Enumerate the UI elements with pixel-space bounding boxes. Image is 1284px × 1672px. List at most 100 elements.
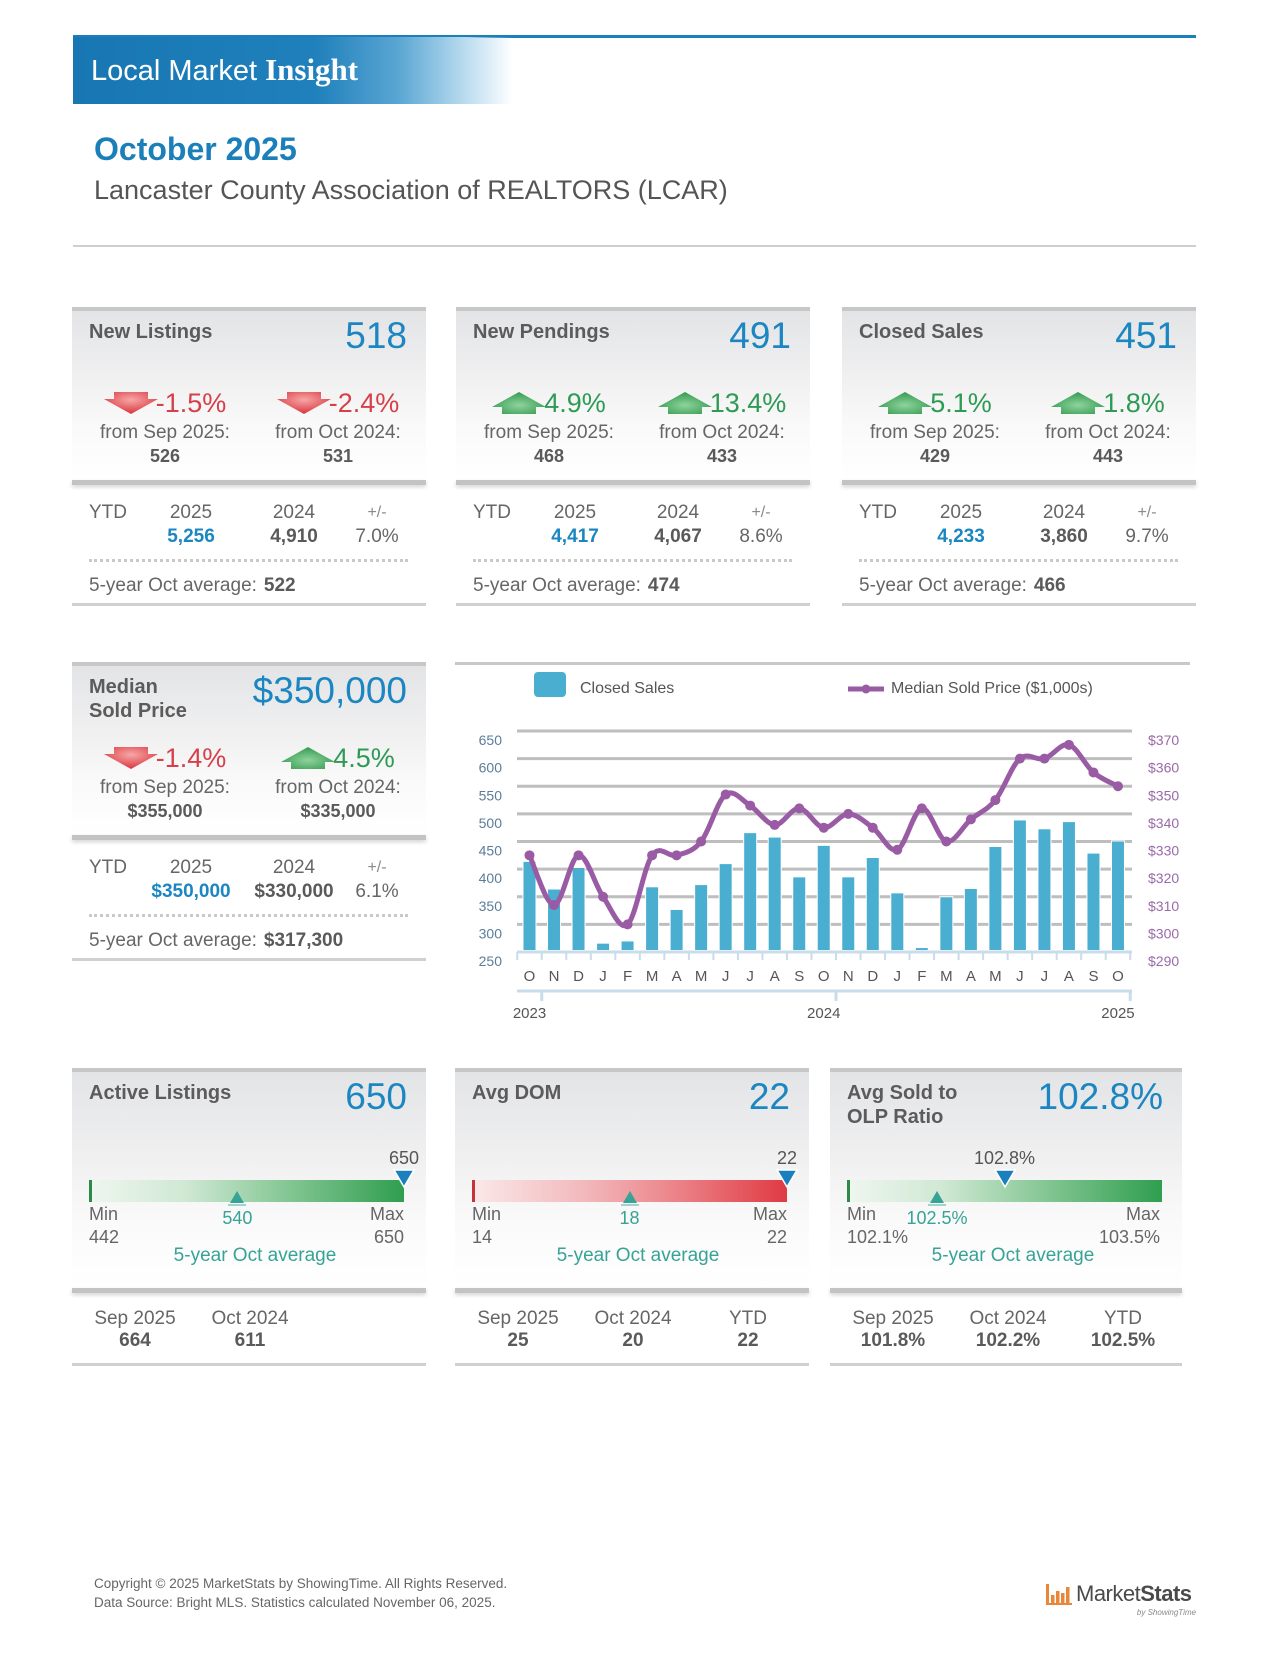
arrow-up-icon (657, 392, 712, 414)
association-name: Lancaster County Association of REALTORS… (94, 175, 728, 205)
card-main-value: 22 (748, 1076, 790, 1117)
change-percent: -2.4% (328, 388, 400, 418)
five-year-average-label: 5-year Oct average: (473, 575, 641, 596)
change-from-prior-year: -2.4% from Oct 2024: 531 (252, 389, 424, 467)
card-separator (456, 480, 810, 485)
gauge-bar (89, 1180, 404, 1202)
five-year-average-label: 5-year Oct average: (89, 930, 257, 951)
history-column: Sep 2025 25 (463, 1308, 573, 1351)
history-column: Oct 2024 611 (195, 1308, 305, 1351)
history-value: 25 (507, 1330, 529, 1351)
card-top-border (72, 662, 426, 666)
arrow-up-icon (1051, 392, 1106, 414)
card-title: Median Sold Price (89, 675, 187, 723)
arrow-up-icon (281, 747, 336, 769)
logo-wordmark-main: Market (1076, 1581, 1141, 1606)
five-year-average-label: 5-year Oct average: (859, 575, 1027, 596)
comparison-value: 531 (322, 446, 354, 466)
arrow-up-icon (878, 392, 933, 414)
closed-sales-bar (1037, 828, 1052, 951)
card-title-line: Closed Sales (859, 321, 984, 343)
ytd-prior-value: $330,000 (254, 881, 334, 902)
right-axis-tick-label: $370 (1148, 732, 1179, 748)
current-value-marker-icon (775, 1169, 799, 1189)
month-label: N (843, 968, 854, 985)
header-banner (73, 37, 513, 104)
month-label: O (818, 968, 830, 985)
gauge-max-label: Max (369, 1204, 404, 1224)
comparison-value: 468 (533, 446, 565, 466)
median-price-point (671, 850, 682, 861)
gauge-min-label: Min (847, 1204, 877, 1224)
history-value: 101.8% (860, 1330, 926, 1351)
ytd-current-value: 4,233 (937, 526, 985, 547)
median-price-point (916, 803, 927, 814)
card-bottom-border (72, 1363, 426, 1366)
history-column: YTD 22 (693, 1308, 803, 1351)
card-top-border (456, 307, 810, 311)
month-label: N (549, 968, 560, 985)
closed-sales-bar (620, 940, 635, 952)
five-year-average-value: $317,300 (263, 930, 344, 951)
card-main-value: 102.8% (1037, 1076, 1164, 1117)
dotted-divider (89, 559, 408, 562)
closed-sales-bar (816, 844, 831, 951)
ytd-prior-year: 2024 (1042, 502, 1086, 523)
gauge-max-label: Max (1125, 1204, 1160, 1224)
right-axis-tick-label: $320 (1148, 870, 1179, 886)
card-main-value: $350,000 (252, 670, 407, 711)
comparison-label: from Sep 2025: (870, 422, 1000, 443)
comparison-value: 443 (1092, 446, 1124, 466)
comparison-label: from Oct 2024: (1045, 422, 1171, 443)
arrow-down-icon (103, 747, 158, 769)
card-main-value: 650 (345, 1076, 407, 1117)
change-percent: 5.1% (930, 388, 992, 418)
left-axis-tick-label: 650 (479, 732, 503, 748)
history-label: Sep 2025 (477, 1308, 559, 1329)
left-axis-tick-label: 250 (479, 953, 503, 969)
median-price-point (818, 822, 829, 833)
right-axis-tick-label: $290 (1148, 953, 1179, 969)
comparison-label: from Oct 2024: (659, 422, 785, 443)
right-axis-tick-label: $310 (1148, 898, 1179, 914)
history-column: Sep 2025 101.8% (838, 1308, 948, 1351)
closed-sales-bar (645, 886, 660, 951)
current-value-marker-icon (993, 1169, 1016, 1189)
change-line: -1.4% (79, 744, 251, 772)
ytd-current-year: 2025 (169, 857, 213, 878)
comparison-value: $355,000 (127, 801, 203, 821)
change-line: 5.1% (849, 389, 1021, 417)
five-year-average: 5-year Oct average: 474 (473, 574, 680, 598)
arrow-down-icon (276, 392, 331, 414)
ytd-change-label: +/- (1137, 504, 1157, 521)
year-label: 2025 (1101, 1005, 1134, 1022)
gauge-max-value: 103.5% (1098, 1227, 1160, 1247)
marketstats-logo: MarketStats by ShowingTime (1046, 1576, 1198, 1618)
average-value-label: 18 (619, 1208, 640, 1228)
ytd-change-value: 9.7% (1125, 526, 1169, 547)
left-axis-tick-label: 350 (479, 898, 503, 914)
median-price-point (1088, 767, 1099, 778)
card-title: New Pendings (473, 320, 610, 344)
median-price-point (965, 814, 976, 825)
change-percent: 1.8% (1103, 388, 1165, 418)
card-title-line: Avg Sold to (847, 1082, 958, 1104)
comparison-label: from Oct 2024: (275, 777, 401, 798)
dotted-divider (859, 559, 1178, 562)
median-price-point (794, 803, 805, 814)
history-label: Sep 2025 (94, 1308, 176, 1329)
avg-dom-card: Avg DOM 22 22 18 Min 14 Max 22 5-year Oc… (455, 1068, 809, 1368)
median-price-point (892, 844, 903, 855)
card-top-border (842, 307, 1196, 311)
copyright-notice: Copyright © 2025 MarketStats by ShowingT… (94, 1576, 508, 1591)
change-line: 4.9% (463, 389, 635, 417)
closed-sales-median-price-chart: Closed Sales Median Sold Price ($1,000s)… (455, 662, 1196, 1034)
card-title: Active Listings (89, 1081, 231, 1105)
card-title-line: Sold Price (89, 700, 187, 722)
ytd-change-label: +/- (751, 504, 771, 521)
comparison-value: 429 (919, 446, 951, 466)
card-main-value: 451 (1115, 315, 1177, 356)
card-title: Avg Sold to OLP Ratio (847, 1081, 957, 1129)
ytd-label: YTD (89, 502, 127, 523)
card-title-line: Median (89, 676, 158, 698)
